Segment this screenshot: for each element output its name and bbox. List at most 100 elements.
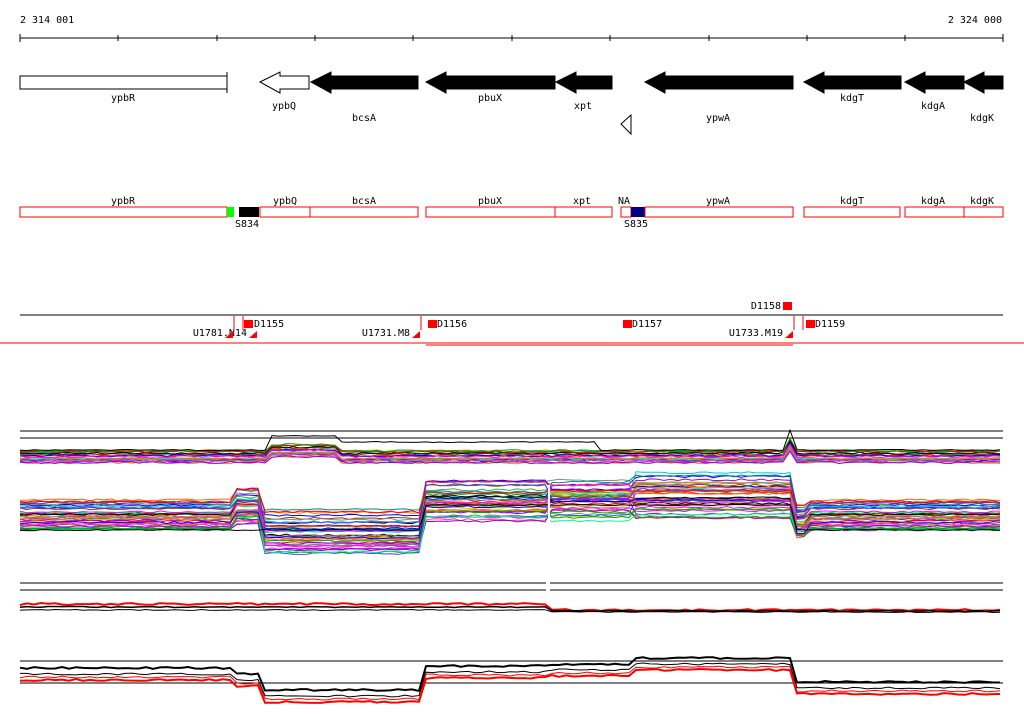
probe-U1733-arrow [785, 331, 793, 338]
profile-line [19, 447, 1000, 462]
region-ypbQ[interactable] [259, 206, 311, 218]
marker-S835[interactable] [631, 207, 645, 217]
gene-kdgA-label: kdgA [921, 101, 945, 112]
profile-line [19, 503, 1001, 532]
region-xpt[interactable] [554, 206, 613, 218]
profile-line [19, 441, 1001, 458]
probe-D1156[interactable] [428, 320, 437, 328]
region-ypbQ-label: ypbQ [273, 196, 297, 207]
region-kdgK[interactable] [963, 206, 1004, 218]
region-bcsA-label: bcsA [352, 196, 376, 207]
profile-line [19, 488, 1001, 514]
gene-kdgT-label: kdgT [840, 93, 864, 104]
gene-bcsA-arrow[interactable] [309, 71, 419, 94]
profile-line [19, 483, 1000, 533]
gene-pbuX-arrow[interactable] [424, 71, 556, 94]
profile-line [19, 498, 1001, 551]
gene-xpt-label: xpt [574, 101, 592, 112]
profile-line [19, 601, 1001, 612]
profile-line [19, 656, 1000, 693]
ruler-end-label: 2 324 000 [948, 15, 1002, 26]
probe-U1781-arrow-2 [249, 331, 257, 338]
region-kdgT[interactable] [803, 206, 901, 218]
gene-kdgA-arrow[interactable] [903, 71, 965, 94]
gene-kdgT-arrow[interactable] [802, 71, 902, 94]
ruler-ticks [19, 34, 1004, 42]
profile-panel-1 [19, 428, 1003, 465]
profile-line [19, 495, 1001, 537]
gene-ypbQ-arrow[interactable] [258, 71, 310, 94]
ruler-start-label: 2 314 001 [20, 15, 74, 26]
probe-D1157[interactable] [623, 320, 632, 328]
profile-line [19, 478, 1001, 528]
gene-track: ypbR ypbQ bcsA pbuX xpt ypwA kdgT kdgA k… [19, 71, 1004, 136]
profile-line [19, 441, 1001, 456]
marker-S834-label: S834 [235, 219, 259, 230]
region-ypbR-label: ypbR [111, 196, 136, 207]
profile-line [19, 667, 1001, 704]
profile-line [19, 510, 1001, 543]
profile-line [19, 443, 1001, 459]
probe-D1155-label: D1155 [254, 319, 284, 330]
region-kdgK-label: kdgK [970, 196, 994, 207]
region-NA-label: NA [618, 196, 630, 207]
probe-ticks [233, 316, 804, 330]
region-kdgA-label: kdgA [921, 196, 945, 207]
probe-D1159[interactable] [806, 320, 815, 328]
probe-D1156-label: D1156 [437, 319, 467, 330]
gene-xpt-arrow[interactable] [554, 71, 613, 94]
profile-line [19, 445, 1001, 460]
panel-4-profile-lines [19, 656, 1001, 704]
region-kdgA[interactable] [904, 206, 965, 218]
profile-line [19, 608, 1001, 614]
gene-ypbR-arrow[interactable] [19, 75, 228, 90]
profile-panel-2 [19, 471, 1001, 555]
panel-2-profile-lines [19, 471, 1001, 555]
small-feature-arrow [620, 113, 632, 136]
probe-D1157-label: D1157 [632, 319, 662, 330]
region-ypwA[interactable] [644, 206, 794, 218]
region-track: ypbR S834 ypbQ bcsA pbuX xpt NA S835 ypw… [19, 196, 1004, 230]
region-pbuX[interactable] [425, 206, 556, 218]
probe-D1158[interactable] [783, 302, 792, 310]
probe-D1155[interactable] [244, 320, 253, 328]
region-NA[interactable] [620, 206, 632, 218]
profile-line [19, 478, 1001, 521]
marker-S834[interactable] [239, 207, 259, 217]
marker-S835-label: S835 [624, 219, 648, 230]
profile-line [19, 665, 1001, 701]
region-bcsA[interactable] [309, 206, 419, 218]
gene-bcsA-label: bcsA [352, 113, 376, 124]
region-xpt-label: xpt [573, 196, 591, 207]
profile-line [19, 428, 1001, 452]
probe-track: D1158 D1155 D1156 D1157 D1159 U1731.M8 U… [0, 301, 1024, 346]
gene-kdgK-label: kdgK [970, 113, 994, 124]
gene-ypwA-arrow[interactable] [643, 71, 794, 94]
profile-line [19, 497, 1001, 542]
probe-U1781-arrow [225, 331, 233, 338]
probe-D1159-label: D1159 [815, 319, 845, 330]
probe-D1158-label: D1158 [751, 301, 781, 312]
region-kdgT-label: kdgT [840, 196, 864, 207]
profile-line [19, 450, 1000, 465]
panel-1-profile-lines [19, 428, 1001, 465]
gene-ypwA-label: ypwA [706, 113, 730, 124]
gene-pbuX-label: pbuX [478, 93, 502, 104]
profile-line [20, 662, 1001, 698]
profile-line [19, 498, 1001, 540]
profile-line [19, 489, 1001, 538]
profile-panel-3 [19, 582, 1003, 614]
region-ypbR[interactable] [19, 206, 228, 218]
profile-panel-4 [19, 656, 1003, 704]
probe-U1731-label: U1731.M8 [362, 328, 410, 339]
probe-U1733-label: U1733.M19 [729, 328, 783, 339]
profile-line [19, 439, 1001, 455]
marker-green [227, 207, 234, 217]
coordinate-ruler: 2 314 001 2 324 000 [19, 15, 1004, 42]
region-ypwA-label: ypwA [706, 196, 730, 207]
panel-3-profile-lines [19, 601, 1001, 614]
gene-kdgK-arrow[interactable] [962, 71, 1004, 94]
probe-U1731-arrow [412, 331, 420, 338]
gene-ypbR-label: ypbR [111, 93, 136, 104]
